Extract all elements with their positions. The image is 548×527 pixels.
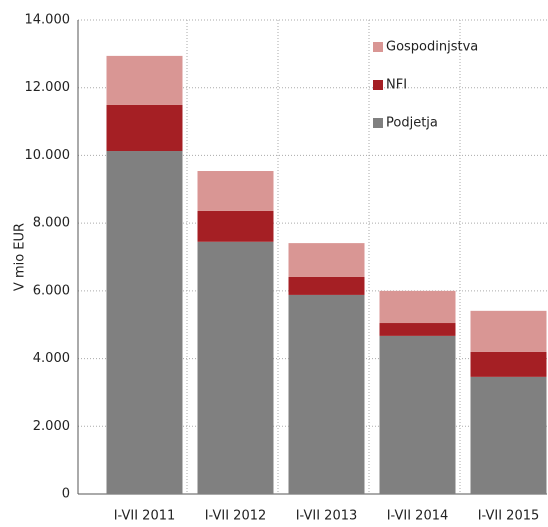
x-tick-label: I-VII 2012	[205, 509, 267, 524]
legend-label: Podjetja	[386, 116, 438, 131]
x-tick-label: I-VII 2011	[114, 509, 176, 524]
legend-label: NFI	[386, 78, 407, 93]
bar-segment	[288, 294, 365, 494]
x-tick-label: I-VII 2013	[296, 509, 358, 524]
legend-label: Gospodinjstva	[386, 40, 478, 55]
x-tick-label: I-VII 2015	[478, 509, 540, 524]
y-axis-label: V mio EUR	[13, 223, 28, 291]
y-tick-label: 10.000	[25, 148, 71, 163]
bar-segment	[197, 210, 274, 242]
bar-segment	[197, 171, 274, 211]
bar-segment	[106, 104, 183, 152]
y-tick-label: 6.000	[33, 283, 70, 298]
y-tick-label: 4.000	[33, 351, 70, 366]
bar-segment	[470, 310, 547, 352]
bar-segment	[470, 351, 547, 377]
y-tick-label: 0	[62, 487, 70, 502]
bar-segment	[288, 276, 365, 295]
bar-segment	[106, 55, 183, 105]
y-tick-label: 8.000	[33, 216, 70, 231]
legend-swatch	[373, 80, 383, 90]
y-tick-label: 2.000	[33, 419, 70, 434]
y-tick-label: 14.000	[25, 13, 71, 28]
bar-segment	[288, 243, 365, 277]
bar-segment	[106, 151, 183, 494]
bar-segment	[379, 323, 456, 336]
bar-segment	[470, 376, 547, 494]
bar-segment	[379, 335, 456, 494]
y-tick-label: 12.000	[25, 80, 71, 95]
legend-swatch	[373, 42, 383, 52]
x-tick-label: I-VII 2014	[387, 509, 449, 524]
bar-segment	[379, 290, 456, 324]
bar-segment	[197, 241, 274, 494]
legend-swatch	[373, 118, 383, 128]
